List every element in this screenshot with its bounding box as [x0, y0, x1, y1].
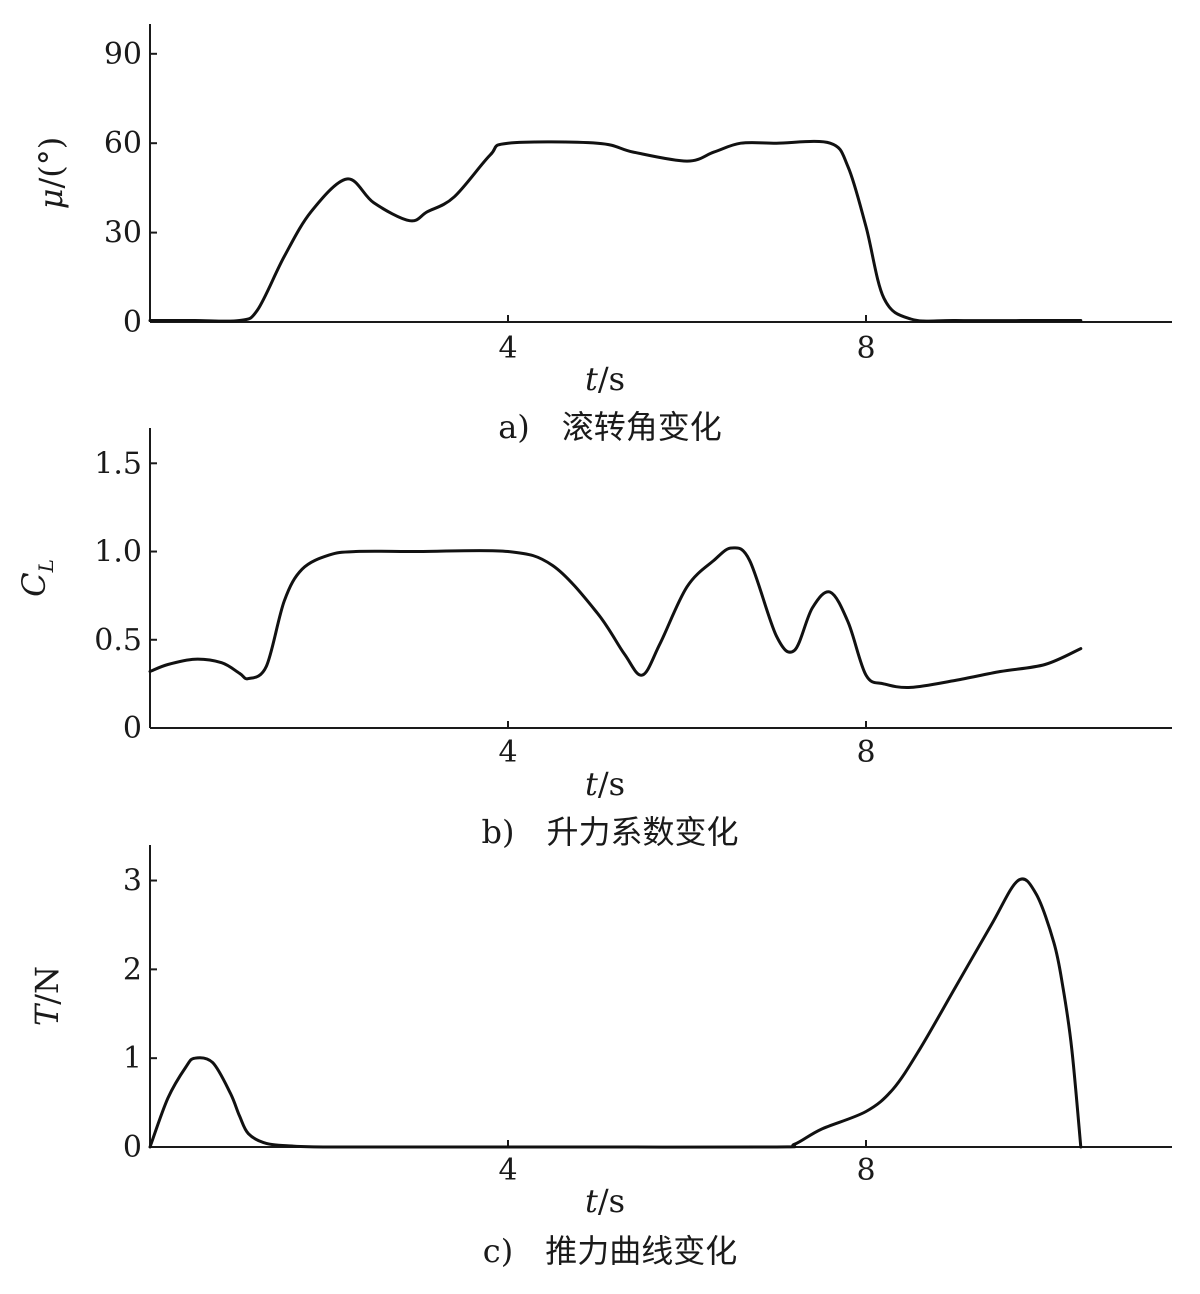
y-axis-title: T/N: [28, 966, 66, 1026]
y-tick-label: 30: [104, 216, 142, 251]
panel-caption: b) 升力系数变化: [482, 813, 739, 851]
y-tick-label: 60: [104, 126, 142, 161]
x-tick-label: 8: [856, 1153, 875, 1188]
x-axis-title: t/s: [585, 765, 625, 803]
y-tick-label: 90: [104, 37, 142, 72]
y-tick-label: 3: [123, 864, 142, 899]
panel-lift-coefficient: 0 0.5 1.0 1.5 4 8 t/s CL b) 升力系数变化: [15, 428, 1172, 851]
series-line: [148, 139, 1083, 323]
y-tick-label: 1: [123, 1041, 142, 1076]
y-tick-label: 0: [123, 1130, 142, 1165]
y-axis-title: μ/(°): [32, 137, 70, 210]
x-tick-label: 8: [856, 735, 875, 770]
series-line: [148, 546, 1083, 690]
y-axis-title: CL: [15, 559, 58, 597]
x-tick-label: 4: [498, 735, 517, 770]
x-axis-title: t/s: [585, 1182, 625, 1220]
panel-caption: c) 推力曲线变化: [483, 1232, 737, 1270]
y-tick-label: 2: [123, 952, 142, 987]
x-tick-label: 8: [856, 331, 875, 366]
panel-caption: a) 滚转角变化: [498, 408, 722, 446]
x-tick-label: 4: [498, 331, 517, 366]
y-tick-label: 0: [123, 305, 142, 340]
y-tick-label: 1.0: [94, 535, 142, 570]
panel-roll-angle: 0 30 60 90 4 8 t/s μ/(°) a) 滚转角变化: [32, 24, 1172, 446]
y-tick-label: 0: [123, 711, 142, 746]
panel-thrust: 0 1 2 3 4 8 t/s T/N c) 推力曲线变化: [28, 845, 1172, 1270]
y-tick-label: 0.5: [94, 623, 142, 658]
series-line: [148, 877, 1083, 1149]
x-tick-label: 4: [498, 1153, 517, 1188]
x-axis-title: t/s: [585, 360, 625, 398]
y-tick-label: 1.5: [94, 446, 142, 481]
